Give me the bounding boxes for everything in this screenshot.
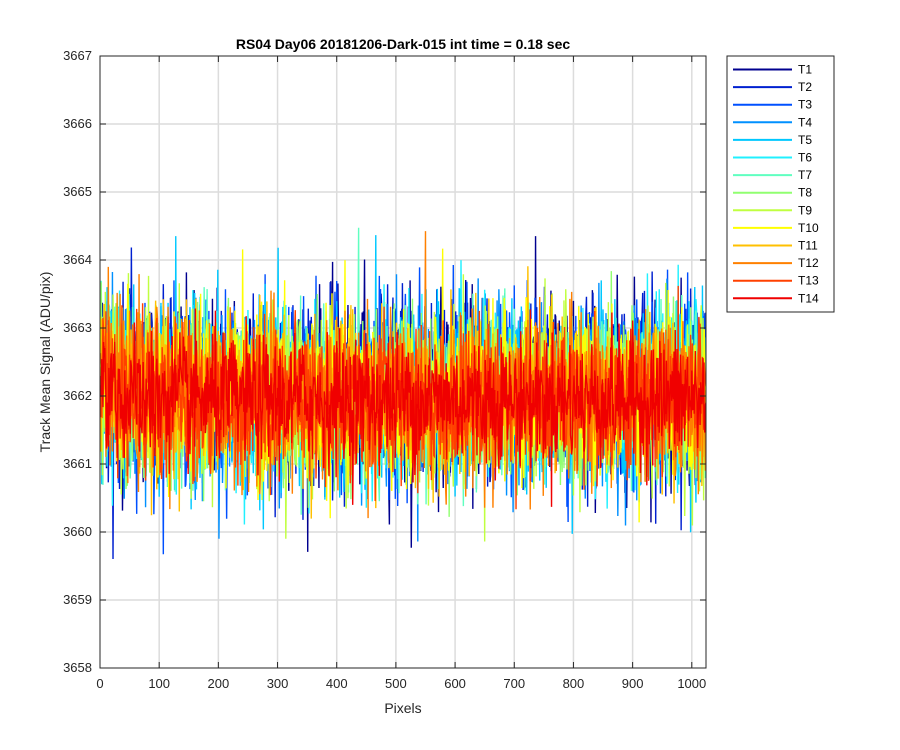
x-axis-label: Pixels bbox=[384, 700, 421, 716]
x-tick-label: 800 bbox=[563, 676, 585, 691]
x-tick-label: 100 bbox=[148, 676, 170, 691]
legend-label-t11: T11 bbox=[798, 239, 818, 253]
legend-label-t13: T13 bbox=[798, 274, 819, 288]
legend-label-t6: T6 bbox=[798, 151, 812, 165]
x-axis: 0 100 200 300 400 500 600 700 800 900 1000 bbox=[96, 56, 706, 691]
plot-frame bbox=[99, 55, 707, 669]
x-tick-label: 400 bbox=[326, 676, 348, 691]
x-tick-label: 1000 bbox=[677, 676, 706, 691]
x-tick-label: 300 bbox=[267, 676, 289, 691]
y-tick-label: 3659 bbox=[63, 592, 92, 607]
y-tick-label: 3658 bbox=[63, 660, 92, 675]
legend-label-t9: T9 bbox=[798, 203, 812, 217]
legend-label-t4: T4 bbox=[798, 115, 812, 129]
legend-label-t7: T7 bbox=[798, 168, 812, 182]
series-line-t14 bbox=[100, 308, 706, 507]
x-tick-label: 200 bbox=[208, 676, 230, 691]
legend-label-t1: T1 bbox=[798, 63, 812, 77]
legend-label-t2: T2 bbox=[798, 80, 812, 94]
y-tick-label: 3661 bbox=[63, 456, 92, 471]
y-tick-label: 3665 bbox=[63, 184, 92, 199]
legend-label-t14: T14 bbox=[798, 291, 819, 305]
y-tick-label: 3664 bbox=[63, 252, 92, 267]
legend-label-t8: T8 bbox=[798, 186, 812, 200]
y-tick-label: 3662 bbox=[63, 388, 92, 403]
legend-label-t12: T12 bbox=[798, 256, 819, 270]
legend: T1 T2 T3 T4 T5 T6 T7 T8 T9 T10 T11 T12 T13 T14 bbox=[726, 55, 835, 313]
legend-label-t5: T5 bbox=[798, 133, 812, 147]
x-tick-label: 900 bbox=[622, 676, 644, 691]
y-axis: 3658 3659 3660 3661 3662 3663 3664 3665 3666 3667 bbox=[63, 48, 706, 675]
y-axis-label: Track Mean Signal (ADU/pix) bbox=[37, 272, 53, 453]
legend-box bbox=[726, 55, 835, 313]
x-tick-label: 0 bbox=[96, 676, 103, 691]
y-tick-label: 3663 bbox=[63, 320, 92, 335]
chart-title: RS04 Day06 20181206-Dark-015 int time = … bbox=[236, 36, 570, 52]
y-tick-label: 3660 bbox=[63, 524, 92, 539]
y-tick-label: 3666 bbox=[63, 116, 92, 131]
y-tick-label: 3667 bbox=[63, 48, 92, 63]
x-tick-label: 500 bbox=[385, 676, 407, 691]
x-tick-label: 600 bbox=[444, 676, 466, 691]
series-layer bbox=[100, 227, 706, 559]
legend-label-t10: T10 bbox=[798, 221, 819, 235]
legend-label-t3: T3 bbox=[798, 98, 812, 112]
x-tick-label: 700 bbox=[503, 676, 525, 691]
